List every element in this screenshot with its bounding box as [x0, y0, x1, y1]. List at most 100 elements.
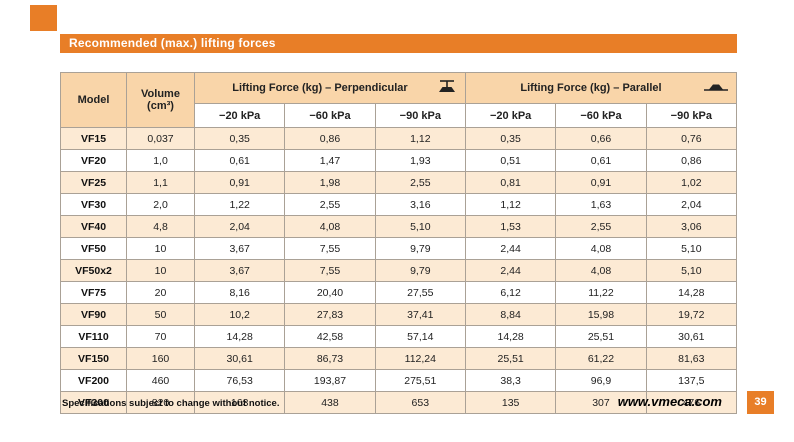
table-row: VF25 1,1 0,91 1,98 2,55 0,81 0,91 1,02	[60, 171, 738, 194]
lifting-force-cell: 9,79	[374, 259, 466, 282]
lifting-force-cell: 1,22	[193, 193, 286, 216]
lifting-force-cell: 30,61	[193, 347, 286, 370]
lifting-force-cell: 96,9	[555, 369, 647, 392]
volume-label: Volume	[141, 88, 180, 100]
lifting-force-cell: 0,61	[555, 149, 647, 172]
model-cell: VF90	[60, 303, 127, 326]
model-cell: VF50	[60, 237, 127, 260]
lifting-force-cell: 37,41	[374, 303, 466, 326]
lifting-force-cell: 11,22	[555, 281, 647, 304]
lifting-force-cell: 1,98	[284, 171, 376, 194]
model-cell: VF20	[60, 149, 127, 172]
table-row: VF30 2,0 1,22 2,55 3,16 1,12 1,63 2,04	[60, 193, 738, 216]
lifting-force-cell: 25,51	[464, 347, 557, 370]
table-header-group-row: Model Volume (cm³) Lifting Force (kg) – …	[60, 72, 738, 128]
volume-cell: 1,0	[126, 149, 195, 172]
model-cell: VF150	[60, 347, 127, 370]
table-header-kpa-row: −20 kPa −60 kPa −90 kPa −20 kPa −60 kPa …	[61, 103, 738, 128]
lifting-force-cell: 7,55	[284, 237, 376, 260]
lifting-force-cell: 7,55	[284, 259, 376, 282]
table-row: VF40 4,8 2,04 4,08 5,10 1,53 2,55 3,06	[60, 215, 738, 238]
lifting-force-cell: 8,84	[464, 303, 557, 326]
lifting-force-cell: 6,12	[464, 281, 557, 304]
lifting-force-cell: 0,91	[193, 171, 286, 194]
model-cell: VF200	[60, 369, 127, 392]
lifting-force-cell: 2,55	[555, 215, 647, 238]
model-cell: VF75	[60, 281, 127, 304]
lifting-force-cell: 0,91	[555, 171, 647, 194]
volume-cell: 4,8	[126, 215, 195, 238]
lifting-force-cell: 163	[193, 391, 286, 414]
lifting-forces-table: Model Volume (cm³) Lifting Force (kg) – …	[60, 72, 738, 414]
lifting-force-cell: 1,93	[374, 149, 466, 172]
lifting-force-cell: 193,87	[284, 369, 376, 392]
lifting-force-cell: 0,76	[645, 127, 738, 150]
table-row: VF50x2 10 3,67 7,55 9,79 2,44 4,08 5,10	[60, 259, 738, 282]
column-header-volume: Volume (cm³)	[126, 72, 195, 128]
volume-cell: 0,037	[126, 127, 195, 150]
lifting-force-cell: 2,55	[374, 171, 466, 194]
lifting-force-cell: 5,10	[374, 215, 466, 238]
lifting-force-cell: 4,08	[555, 237, 647, 260]
column-group-parallel: Lifting Force (kg) – Parallel	[464, 72, 738, 104]
lifting-force-cell: 3,67	[193, 259, 286, 282]
lifting-force-cell: 0,51	[464, 149, 557, 172]
volume-cell: 10	[126, 259, 195, 282]
lifting-force-cell: 38,3	[464, 369, 557, 392]
corner-accent-block	[30, 5, 57, 31]
lifting-force-cell: 3,67	[193, 237, 286, 260]
volume-cell: 50	[126, 303, 195, 326]
model-cell: VF50x2	[60, 259, 127, 282]
lifting-force-cell: 10,2	[193, 303, 286, 326]
table-row: VF150 160 30,61 86,73 112,24 25,51 61,22 81,63	[60, 347, 738, 370]
lifting-force-cell: 61,22	[555, 347, 647, 370]
model-cell: VF110	[60, 325, 127, 348]
volume-cell: 10	[126, 237, 195, 260]
lifting-force-cell: 57,14	[374, 325, 466, 348]
suction-cup-perpendicular-icon	[436, 79, 458, 97]
lifting-force-cell: 2,04	[645, 193, 738, 216]
column-group-perpendicular: Lifting Force (kg) – Perpendicular	[194, 72, 466, 104]
lifting-force-cell: 27,55	[374, 281, 466, 304]
page-number-badge: 39	[747, 391, 774, 414]
volume-cell: 20	[126, 281, 195, 304]
column-header-kpa: −60 kPa	[555, 103, 647, 128]
parallel-group-label: Lifting Force (kg) – Parallel	[520, 82, 662, 94]
lifting-force-cell: 4,08	[555, 259, 647, 282]
lifting-force-cell: 1,12	[464, 193, 557, 216]
lifting-force-cell: 135	[464, 391, 557, 414]
table-row: VF50 10 3,67 7,55 9,79 2,44 4,08 5,10	[60, 237, 738, 260]
lifting-force-cell: 653	[374, 391, 466, 414]
model-cell: VF300	[60, 391, 127, 414]
lifting-force-cell: 14,28	[193, 325, 286, 348]
table-row: VF15 0,037 0,35 0,86 1,12 0,35 0,66 0,76	[60, 127, 738, 150]
lifting-forces-table-container: Model Volume (cm³) Lifting Force (kg) – …	[60, 72, 738, 414]
lifting-force-cell: 81,63	[645, 347, 738, 370]
table-row: VF90 50 10,2 27,83 37,41 8,84 15,98 19,72	[60, 303, 738, 326]
lifting-force-cell: 2,44	[464, 237, 557, 260]
lifting-force-cell: 438	[284, 391, 376, 414]
lifting-force-cell: 476	[645, 391, 738, 414]
lifting-force-cell: 5,10	[645, 237, 738, 260]
table-row: VF200 460 76,53 193,87 275,51 38,3 96,9 137,5	[60, 369, 738, 392]
website-link[interactable]: www.vmeca.com	[617, 394, 722, 409]
lifting-force-cell: 1,47	[284, 149, 376, 172]
volume-cell: 1,1	[126, 171, 195, 194]
lifting-force-cell: 76,53	[193, 369, 286, 392]
table-header: Model Volume (cm³) Lifting Force (kg) – …	[60, 72, 738, 128]
lifting-force-cell: 25,51	[555, 325, 647, 348]
lifting-force-cell: 0,35	[193, 127, 286, 150]
volume-cell: 460	[126, 369, 195, 392]
lifting-force-cell: 14,28	[464, 325, 557, 348]
lifting-force-cell: 8,16	[193, 281, 286, 304]
page-title: Recommended (max.) lifting forces	[60, 34, 737, 53]
column-header-kpa: −20 kPa	[464, 103, 557, 128]
lifting-force-cell: 1,12	[374, 127, 466, 150]
model-cell: VF15	[60, 127, 127, 150]
lifting-force-cell: 307	[555, 391, 647, 414]
lifting-force-cell: 42,58	[284, 325, 376, 348]
lifting-force-cell: 5,10	[645, 259, 738, 282]
lifting-force-cell: 275,51	[374, 369, 466, 392]
lifting-force-cell: 1,63	[555, 193, 647, 216]
lifting-force-cell: 2,55	[284, 193, 376, 216]
